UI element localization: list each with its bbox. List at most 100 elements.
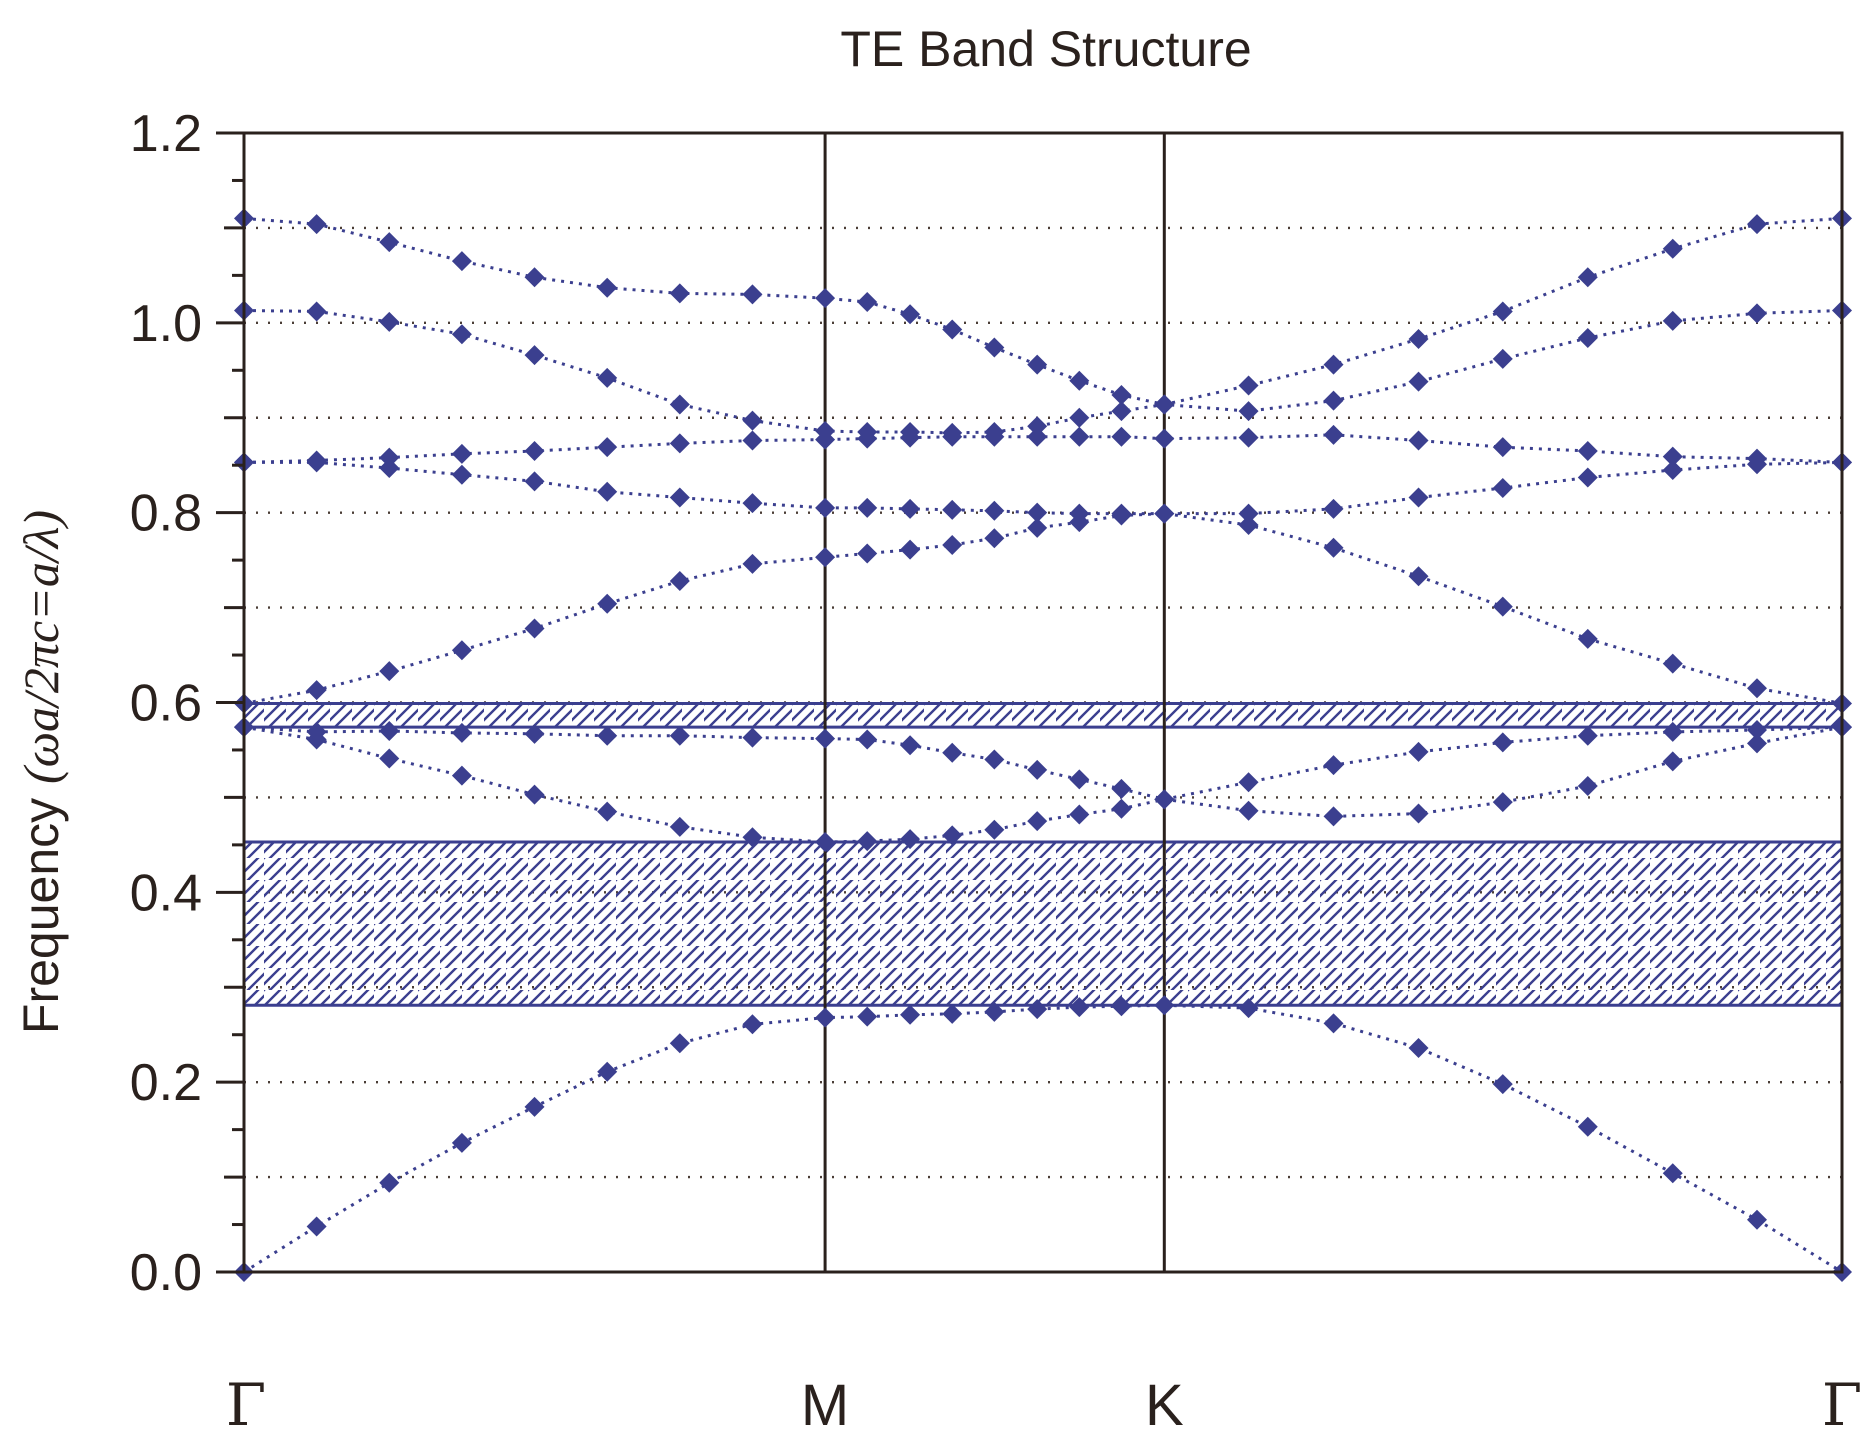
band-point — [524, 440, 545, 461]
band-point — [1027, 999, 1048, 1020]
band-point — [942, 1003, 963, 1024]
band-point — [1408, 328, 1429, 349]
band-gaps — [244, 701, 1842, 1007]
band-point — [1408, 430, 1429, 451]
band-point — [451, 464, 472, 485]
band-point — [597, 801, 618, 822]
band-point — [1577, 440, 1598, 461]
band-point — [1662, 459, 1683, 480]
band-point — [900, 539, 921, 560]
band-gap-region — [244, 842, 1842, 1006]
band-point — [451, 443, 472, 464]
band-point — [857, 421, 878, 442]
band-point — [857, 729, 878, 750]
band-point — [857, 291, 878, 312]
band-point — [815, 832, 836, 853]
band-point — [1662, 721, 1683, 742]
band-point — [1577, 1116, 1598, 1137]
band-point — [984, 749, 1005, 770]
band-point — [1408, 487, 1429, 508]
band-point — [1662, 1163, 1683, 1184]
band-point — [900, 421, 921, 442]
band-point — [1154, 394, 1175, 415]
band-point — [1154, 789, 1175, 810]
x-tick-label: M — [801, 1373, 849, 1438]
band-point — [1027, 354, 1048, 375]
band-point — [306, 1216, 327, 1237]
band-point — [1027, 811, 1048, 832]
band-point — [597, 725, 618, 746]
band-point — [451, 1132, 472, 1153]
band-point — [1111, 384, 1132, 405]
band-point — [984, 819, 1005, 840]
band-point — [524, 618, 545, 639]
band-point — [1069, 407, 1090, 428]
band-point — [742, 553, 763, 574]
band-point — [1662, 310, 1683, 331]
band-point — [669, 571, 690, 592]
band-point — [1662, 446, 1683, 467]
band-line — [243, 512, 1843, 705]
band-point — [597, 277, 618, 298]
band-point — [1323, 537, 1344, 558]
band-point — [1492, 437, 1513, 458]
band-point — [597, 437, 618, 458]
x-tick-label: Γ — [226, 1371, 266, 1439]
band-point — [742, 827, 763, 848]
band-point — [1238, 998, 1259, 1019]
band-point — [742, 284, 763, 305]
band-point — [1154, 503, 1175, 524]
band-point — [1111, 996, 1132, 1017]
band-point — [524, 1096, 545, 1117]
band-point — [379, 661, 400, 682]
y-axis-ticks: 0.0 0.2 0.4 0.6 0.8 1.0 1.2 — [130, 105, 244, 1302]
band-point — [1069, 426, 1090, 447]
band-point — [1492, 1074, 1513, 1095]
band-point — [942, 742, 963, 763]
band-line — [243, 309, 1843, 435]
band-point — [1492, 301, 1513, 322]
band-point — [984, 337, 1005, 358]
y-tick-label: 0.4 — [130, 864, 202, 922]
band-point — [1662, 751, 1683, 772]
band-point — [1577, 725, 1598, 746]
band-point — [1027, 517, 1048, 538]
band-point — [1323, 1013, 1344, 1034]
band-point — [1238, 800, 1259, 821]
band-point — [1747, 678, 1768, 699]
band-point — [1069, 804, 1090, 825]
band-point — [1492, 792, 1513, 813]
band-point — [669, 394, 690, 415]
band-point — [379, 1172, 400, 1193]
band-point — [1323, 354, 1344, 375]
band-point — [857, 497, 878, 518]
band-point — [1577, 467, 1598, 488]
band-point — [524, 267, 545, 288]
y-tick-label: 0.2 — [130, 1054, 202, 1112]
band-point — [1323, 498, 1344, 519]
y-tick-label: 1.0 — [130, 295, 202, 353]
band-point — [1492, 348, 1513, 369]
band-point — [379, 748, 400, 769]
band-point — [1323, 390, 1344, 411]
y-axis-label: Frequency (ωa/2πc=a/λ) — [13, 510, 69, 1034]
band-point — [1323, 755, 1344, 776]
band-point — [1111, 798, 1132, 819]
band-point — [524, 784, 545, 805]
band-point — [306, 450, 327, 471]
band-point — [900, 1004, 921, 1025]
band-point — [900, 498, 921, 519]
band-point — [379, 458, 400, 479]
band-point — [1111, 426, 1132, 447]
band-point — [942, 534, 963, 555]
band-point — [742, 1014, 763, 1035]
band-point — [1408, 1037, 1429, 1058]
y-tick-label: 1.2 — [130, 105, 202, 163]
x-tick-label: K — [1145, 1373, 1184, 1438]
band-point — [306, 680, 327, 701]
band-point — [379, 232, 400, 253]
y-tick-label: 0.6 — [130, 675, 202, 733]
band-point — [984, 1001, 1005, 1022]
band-point — [524, 345, 545, 366]
x-tick-label: Γ — [1822, 1371, 1862, 1439]
